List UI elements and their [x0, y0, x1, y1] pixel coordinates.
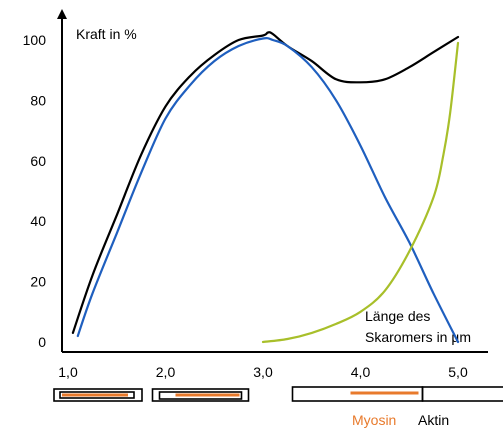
x-tick-label: 4,0 [351, 364, 371, 380]
y-tick-label: 40 [30, 213, 46, 229]
x-tick-label: 3,0 [253, 364, 273, 380]
y-tick-label: 100 [23, 32, 47, 48]
x-tick-label: 1,0 [58, 364, 78, 380]
x-tick-label: 5,0 [448, 364, 468, 380]
x-axis-label-line-1: Länge des [365, 308, 430, 324]
legend-myosin: Myosin [352, 412, 396, 428]
y-axis-label: Kraft in % [76, 26, 137, 42]
y-tick-label: 60 [30, 153, 46, 169]
y-tick-labels: 0 20 40 60 80 100 [23, 32, 47, 350]
x-axis-label-line-2: Skaromers in µm [365, 329, 471, 345]
y-tick-label: 80 [30, 92, 46, 108]
series-passive-force [261, 41, 460, 344]
y-tick-label: 20 [30, 274, 46, 290]
sarcomere-diagram-stretched [291, 386, 503, 402]
series-active-force [76, 37, 460, 344]
sarcomere-diagram-optimal [151, 388, 250, 402]
x-tick-label: 2,0 [156, 364, 176, 380]
legend-aktin: Aktin [418, 412, 449, 428]
series-total-force [71, 31, 460, 334]
sarcomere-diagrams [53, 386, 503, 402]
x-tick-labels: 1,0 2,0 3,0 4,0 5,0 [58, 364, 468, 380]
series-lines [71, 31, 460, 344]
sarcomere-diagram-short [53, 388, 143, 402]
y-tick-label: 0 [38, 334, 46, 350]
